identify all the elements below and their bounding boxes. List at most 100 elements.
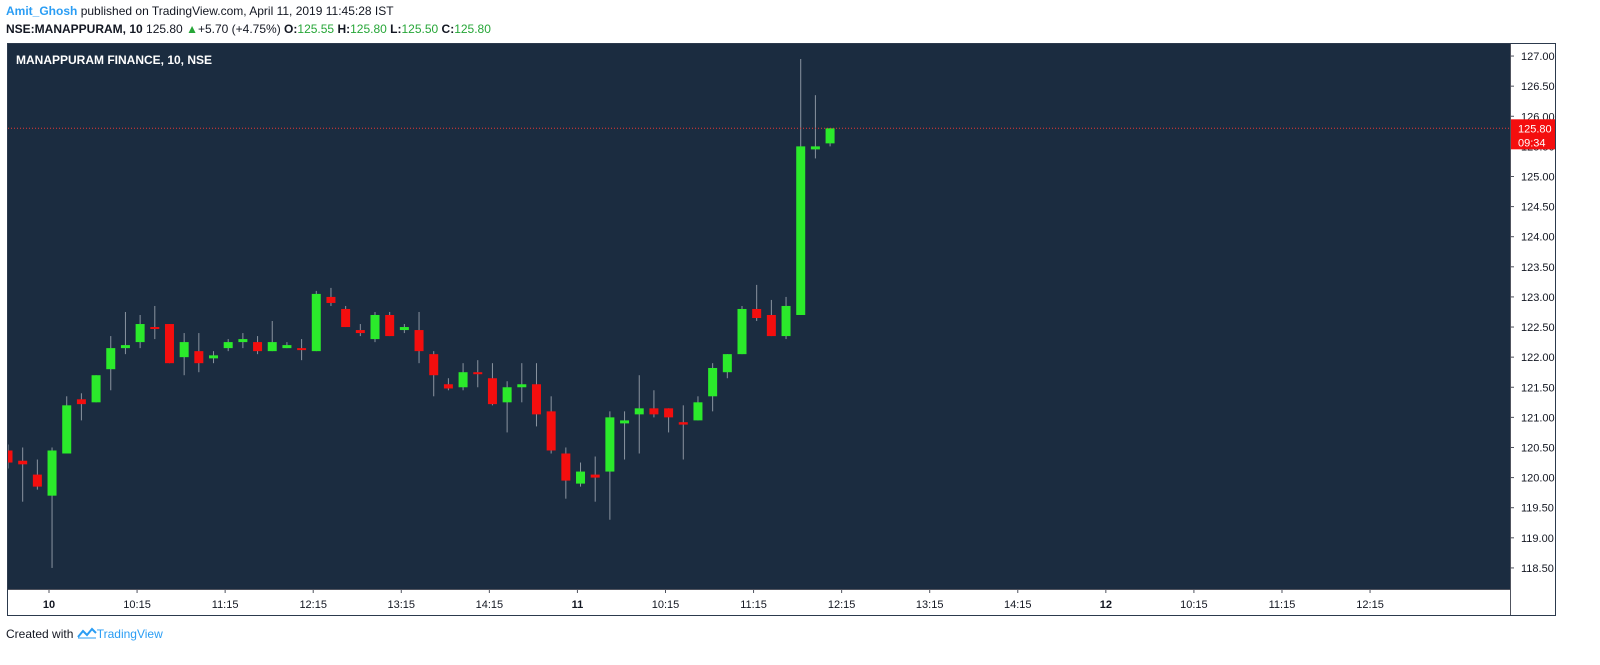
price-tick-label: 122.00 [1521,352,1555,364]
time-tick-label: 11 [572,599,584,611]
author-link[interactable]: Amit_Ghosh [6,4,78,18]
candle-body [311,293,321,352]
footer: Created with TradingView [6,627,163,641]
candle-body [164,324,174,364]
last-price: 125.80 [146,22,183,36]
candle-body [47,450,57,496]
candle-body [590,474,600,478]
last-price-label: 125.80 [1518,123,1552,135]
candle-body [267,342,277,352]
candle-body [458,372,468,388]
candle-body [370,314,380,340]
price-tick-label: 120.00 [1521,473,1555,485]
candle-body [796,146,806,315]
candle-body [135,324,145,343]
candle-body [561,453,571,481]
candle-body [825,128,835,144]
candle-body [179,342,189,358]
price-tick-label: 126.50 [1521,81,1555,93]
candle-body [282,345,292,349]
price-tick-label: 122.50 [1521,322,1555,334]
price-tick-label: 124.50 [1521,202,1555,214]
price-tick-label: 119.00 [1521,533,1554,545]
price-tick-label: 120.50 [1521,442,1555,454]
candle-body [531,384,541,415]
candle-body [106,348,116,370]
candle-body [664,408,674,418]
candle-body [355,330,365,334]
price-tick-label: 125.00 [1521,171,1555,183]
price-tick-label: 121.50 [1521,382,1555,394]
candle-body [76,399,86,405]
candle-body [678,422,688,425]
candles [3,59,1510,568]
chart-frame[interactable]: 118.50 119.00 119.50 120.00 120.50 121.00 121.… [3,43,1556,616]
candle-body [238,339,248,343]
tradingview-brand[interactable]: TradingView [96,627,163,641]
candle-body [487,378,497,405]
time-tick-label: 12:15 [1356,599,1384,611]
time-tick-label: 11:15 [740,599,767,611]
time-tick-label: 13:15 [916,599,944,611]
open-label: O: [284,22,298,36]
candle-body [693,402,703,421]
candle-body [605,417,615,472]
candle-body [752,308,762,319]
candle-body [399,327,409,331]
candle-body [194,351,204,364]
candle-body [223,342,233,349]
candle-body [209,355,219,359]
close-label: C: [441,22,455,36]
high-value: 125.80 [350,22,387,36]
time-tick-label: 14:15 [476,599,504,611]
close-value: 125.80 [454,22,491,36]
price-tick-label: 127.00 [1521,51,1555,63]
price-tick-label: 124.00 [1521,232,1555,244]
candle-body [150,327,160,330]
price-tick-label: 118.50 [1521,563,1554,575]
created-with-text: Created with [6,627,74,641]
low-label: L: [390,22,402,36]
time-tick-label: 10 [43,599,55,611]
candle-body [326,296,336,303]
candle-body [722,354,732,373]
candle-body [766,314,776,337]
candle-body [708,367,718,397]
candle-body [576,471,586,484]
candle-body [517,384,527,388]
time-tick-label: 10:15 [1180,599,1208,611]
candle-body [443,384,453,389]
candle-body [385,314,395,337]
price-tick-label: 123.00 [1521,292,1555,304]
time-tick-label: 14:15 [1004,599,1032,611]
chart-title: MANAPPURAM FINANCE, 10, NSE [16,53,212,67]
high-label: H: [337,22,351,36]
price-axis[interactable]: 118.50 119.00 119.50 120.00 120.50 121.00 121.… [1510,44,1556,615]
candle-body [32,474,42,487]
symbol-line: NSE:MANAPPURAM, 10 125.80 ▲+5.70 (+4.75%… [6,22,491,36]
symbol-name: NSE:MANAPPURAM, 10 [6,22,143,36]
candle-body [341,308,351,328]
time-tick-label: 12:15 [828,599,856,611]
candlestick-chart[interactable]: 118.50 119.00 119.50 120.00 120.50 121.00 121.… [3,44,1556,615]
time-tick-label: 12 [1100,599,1112,611]
candle-body [737,308,747,355]
last-price-tag [1511,119,1556,150]
candle-body [810,146,820,150]
time-axis[interactable]: 10 10:15 11:15 12:15 13:15 14:15 11 10:15 11:15 1… [8,589,1510,615]
candle-body [414,330,424,352]
candle-body [429,354,439,376]
time-tick-label: 12:15 [299,599,327,611]
candle-body [781,305,791,337]
time-tick-label: 11:15 [1269,599,1296,611]
publish-line: Amit_Ghosh published on TradingView.com,… [6,4,394,18]
low-value: 125.50 [401,22,439,36]
candle-body [649,408,659,415]
candle-body [91,375,101,403]
time-axis-bg [8,589,1510,615]
candle-body [120,345,130,349]
candle-body [297,348,307,351]
candle-body [473,372,483,375]
time-tick-label: 13:15 [388,599,416,611]
candle-body [546,411,556,451]
